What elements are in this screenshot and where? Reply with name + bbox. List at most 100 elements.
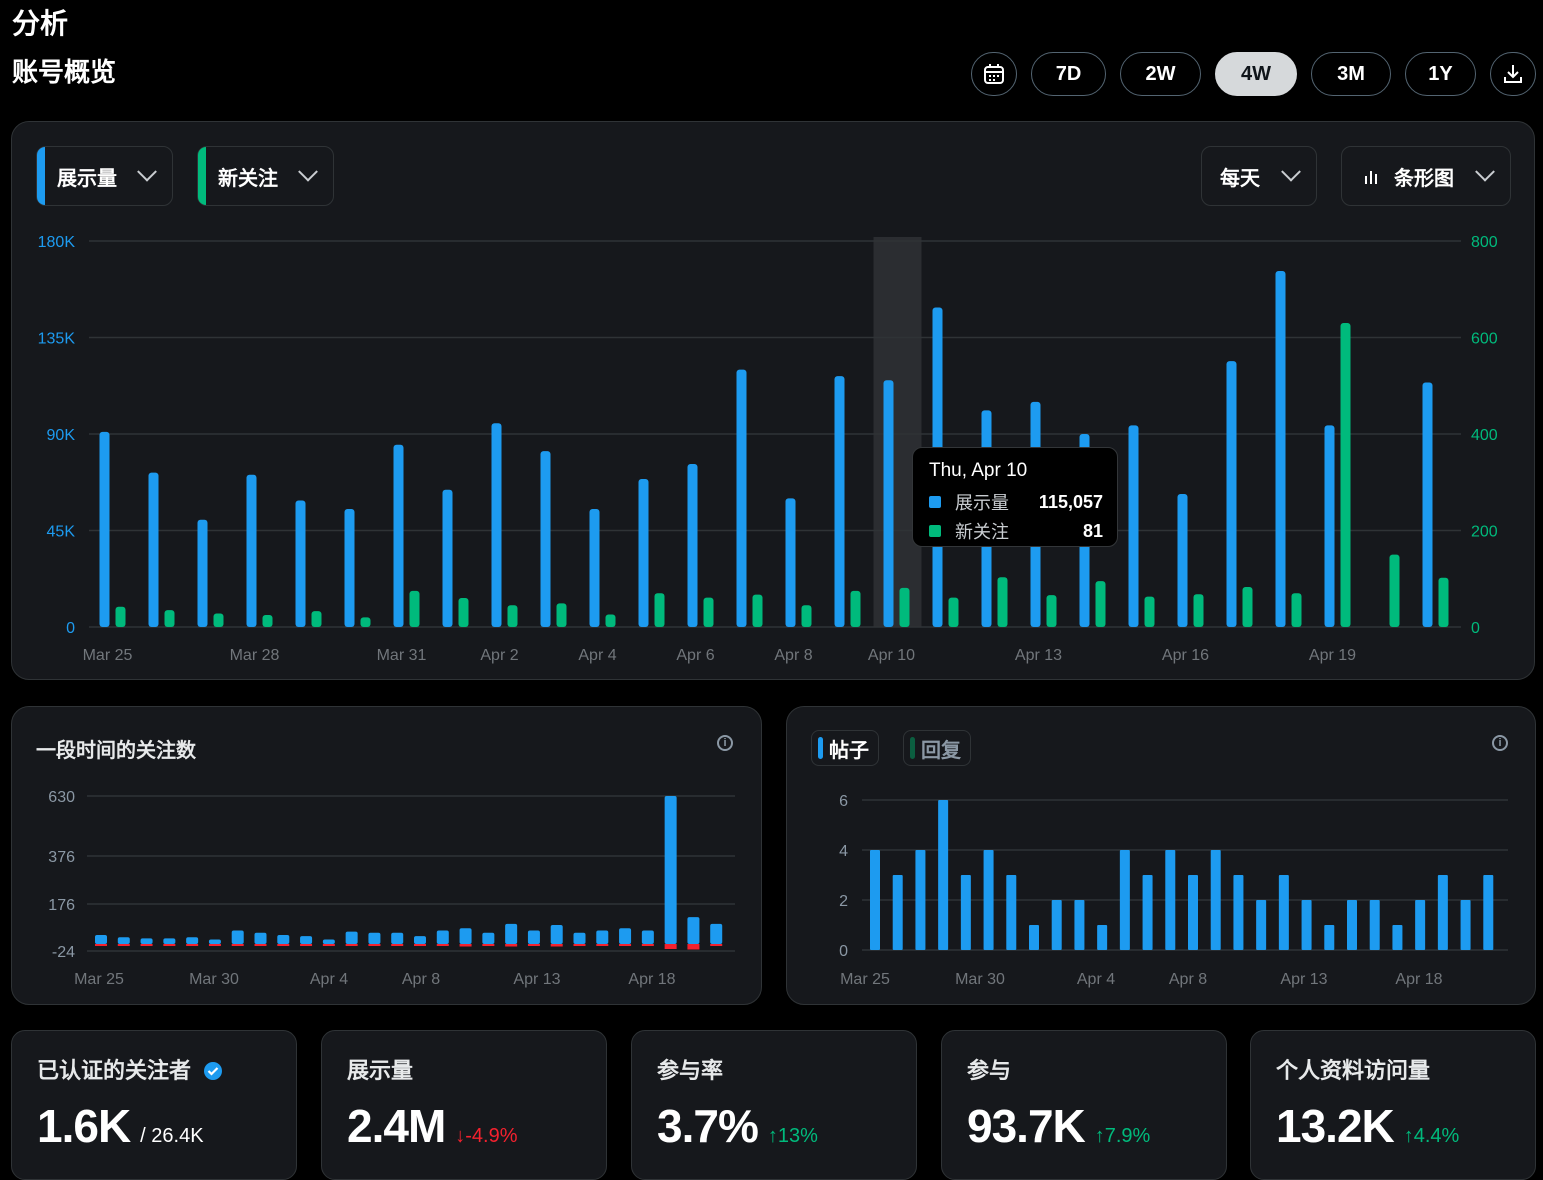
bar-new-follows xyxy=(115,606,126,627)
bar-posts xyxy=(1460,900,1471,950)
metric-card-profile-visits[interactable]: 个人资料访问量 13.2K ↑4.4% xyxy=(1250,1030,1536,1180)
range-4w-button[interactable]: 4W xyxy=(1215,52,1297,96)
bar-follower-loss xyxy=(527,944,540,946)
tab-posts[interactable]: 帖子 xyxy=(811,730,879,766)
bar-posts xyxy=(1324,925,1335,950)
metric2-color-bar xyxy=(198,147,206,205)
bar-follower-gain xyxy=(231,930,244,944)
bar-impressions xyxy=(883,380,894,627)
bar-new-follows xyxy=(752,594,763,627)
interval-dropdown[interactable]: 每天 xyxy=(1201,146,1317,206)
range-2w-button[interactable]: 2W xyxy=(1120,52,1201,96)
bar-impressions xyxy=(344,509,355,627)
bar-impressions xyxy=(1177,494,1188,627)
range-7d-button[interactable]: 7D xyxy=(1031,52,1106,96)
bar-posts xyxy=(1369,900,1380,950)
bar-follower-loss xyxy=(619,944,632,946)
bar-impressions xyxy=(1226,361,1237,627)
x-tick-label: Apr 8 xyxy=(402,971,440,988)
bar-posts xyxy=(915,850,926,950)
bar-new-follows xyxy=(1046,595,1057,627)
bar-posts xyxy=(1119,850,1130,950)
y-tick-label: 0 xyxy=(839,943,848,960)
calendar-button[interactable] xyxy=(971,52,1017,96)
bar-follower-loss xyxy=(322,944,335,946)
followers-card-title: 一段时间的关注数 xyxy=(36,740,196,762)
y-left-tick-label: 135K xyxy=(38,331,76,348)
range-1y-button[interactable]: 1Y xyxy=(1405,52,1476,96)
tooltip-label: 展示量 xyxy=(955,493,1009,513)
bar-follower-loss xyxy=(687,944,700,950)
bar-impressions xyxy=(785,498,796,627)
bar-posts xyxy=(1233,875,1244,950)
bar-new-follows xyxy=(1340,323,1351,627)
bar-posts xyxy=(1301,900,1312,950)
bar-follower-gain xyxy=(391,932,404,944)
bar-impressions xyxy=(1422,382,1433,627)
tooltip-row-follows: 新关注 81 xyxy=(929,518,1103,544)
metric-card-engagement-rate[interactable]: 参与率 3.7% ↑13% xyxy=(631,1030,917,1180)
x-tick-label: Apr 10 xyxy=(868,647,915,664)
range-3m-button[interactable]: 3M xyxy=(1311,52,1391,96)
bar-follower-loss xyxy=(550,944,563,947)
bar-impressions xyxy=(1275,271,1286,627)
tab-replies[interactable]: 回复 xyxy=(903,730,971,766)
bar-new-follows xyxy=(801,605,812,627)
bar-posts xyxy=(960,875,971,950)
bar-posts xyxy=(1006,875,1017,950)
bar-posts xyxy=(1483,875,1494,950)
info-icon[interactable]: i xyxy=(1492,735,1508,751)
bar-new-follows xyxy=(1193,594,1204,627)
bar-follower-loss xyxy=(95,944,107,946)
bar-follower-gain xyxy=(436,930,449,944)
bar-posts xyxy=(938,800,949,950)
x-tick-label: Apr 4 xyxy=(310,971,348,988)
tooltip-row-impressions: 展示量 115,057 xyxy=(929,489,1103,515)
calendar-icon xyxy=(984,64,1004,84)
x-tick-label: Mar 28 xyxy=(230,647,280,664)
y-left-tick-label: 45K xyxy=(47,524,76,541)
hover-column xyxy=(873,237,922,627)
verified-badge-icon xyxy=(204,1062,223,1080)
bar-new-follows xyxy=(1389,554,1400,627)
tooltip-value: 115,057 xyxy=(1038,491,1103,512)
bar-impressions xyxy=(1128,425,1139,627)
bar-new-follows xyxy=(262,614,273,627)
bar-posts xyxy=(1097,925,1108,950)
chart-tooltip: Thu, Apr 10 展示量 115,057 新关注 81 xyxy=(912,447,1118,547)
bar-posts xyxy=(1392,925,1403,950)
replies-color-bar xyxy=(910,737,915,759)
metric-value: 3.7% ↑13% xyxy=(657,1100,818,1152)
metric1-dropdown[interactable]: 展示量 xyxy=(36,146,173,206)
bar-impressions xyxy=(491,423,502,627)
bar-follower-loss xyxy=(163,944,176,946)
bar-impressions xyxy=(540,451,551,627)
tab-posts-label: 帖子 xyxy=(829,739,869,762)
info-icon[interactable]: i xyxy=(717,735,733,751)
bar-follower-gain xyxy=(208,939,221,944)
bar-follower-loss xyxy=(664,944,677,949)
metric-card-engagements[interactable]: 参与 93.7K ↑7.9% xyxy=(941,1030,1227,1180)
bar-follower-gain xyxy=(95,935,107,944)
bar-follower-gain xyxy=(300,936,313,944)
y-left-tick-label: 180K xyxy=(38,234,76,251)
chart-type-dropdown[interactable]: 条形图 xyxy=(1341,146,1511,206)
metric2-dropdown[interactable]: 新关注 xyxy=(197,146,334,206)
bar-new-follows xyxy=(605,614,616,627)
tooltip-value: 81 xyxy=(1082,520,1103,541)
download-button[interactable] xyxy=(1490,52,1536,96)
metric-card-impressions[interactable]: 展示量 2.4M ↓-4.9% xyxy=(321,1030,607,1180)
bar-follower-gain xyxy=(414,936,426,944)
metric-value: 93.7K ↑7.9% xyxy=(967,1100,1151,1152)
chevron-down-icon xyxy=(137,161,157,182)
bar-follower-loss xyxy=(391,944,404,946)
x-tick-label: Mar 30 xyxy=(189,971,239,988)
bar-new-follows xyxy=(409,590,420,627)
metric-card-verified[interactable]: 已认证的关注者 1.6K/ 26.4K xyxy=(11,1030,297,1180)
bar-follower-gain xyxy=(163,938,176,944)
posts-color-bar xyxy=(818,737,823,759)
bar-impressions xyxy=(1324,425,1335,627)
change-down-indicator: ↓-4.9% xyxy=(455,1125,518,1147)
bar-follower-loss xyxy=(254,944,267,946)
bar-posts xyxy=(983,850,994,950)
